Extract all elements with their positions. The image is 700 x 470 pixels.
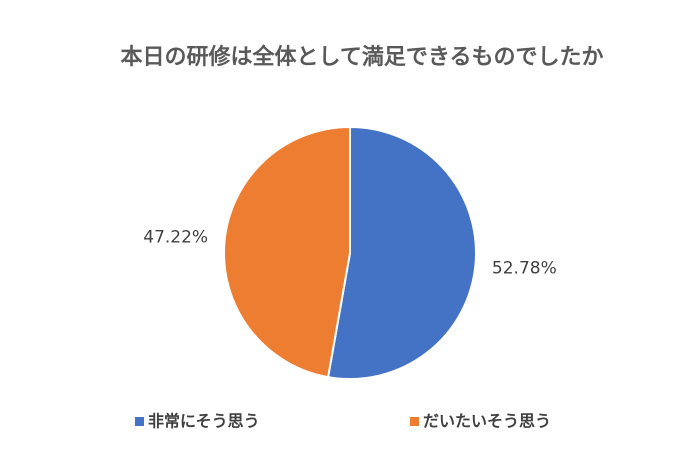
legend-label: 非常にそう思う bbox=[148, 412, 260, 431]
data-label: 52.78% bbox=[492, 258, 557, 278]
data-label: 47.22% bbox=[143, 228, 208, 248]
legend-swatch bbox=[135, 417, 144, 426]
chart-title: 本日の研修は全体として満足できるものでしたか bbox=[121, 44, 604, 70]
legend-swatch bbox=[410, 417, 419, 426]
pie-slice bbox=[326, 125, 477, 380]
pie-slice bbox=[223, 125, 351, 379]
legend-label: だいたいそう思う bbox=[423, 412, 551, 431]
